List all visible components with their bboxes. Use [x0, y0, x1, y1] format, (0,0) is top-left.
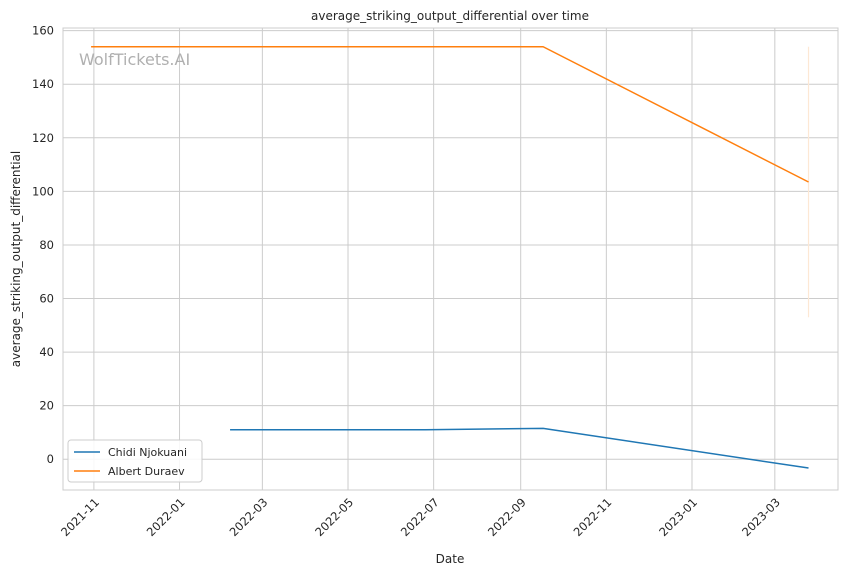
y-tick-label: 40 [39, 345, 54, 359]
y-tick-label: 20 [39, 399, 54, 413]
watermark-text: WolfTickets.AI [79, 50, 190, 69]
y-tick-label: 160 [32, 24, 54, 38]
x-tick-label: 2023-03 [739, 495, 783, 539]
y-tick-label: 100 [32, 184, 54, 198]
series-lines [91, 46, 809, 469]
x-tick-label: 2022-07 [398, 495, 442, 539]
x-tick-labels: 2021-11 2022-01 2022-03 2022-05 2022-07 2022-… [58, 495, 783, 539]
legend-label: Albert Duraev [108, 465, 185, 478]
x-tick-label: 2023-01 [656, 495, 700, 539]
grid-lines [63, 28, 838, 490]
y-tick-label: 140 [32, 77, 54, 91]
y-tick-label: 80 [39, 238, 54, 252]
legend-label: Chidi Njokuani [108, 446, 187, 459]
x-tick-label: 2022-01 [144, 495, 188, 539]
x-tick-label: 2022-09 [485, 495, 529, 539]
y-tick-labels: 0 20 40 60 80 100 120 140 160 [32, 24, 54, 467]
x-tick-label: 2022-11 [571, 495, 615, 539]
y-tick-label: 120 [32, 131, 54, 145]
plot-area-frame [62, 27, 839, 491]
y-tick-label: 60 [39, 292, 54, 306]
y-tick-label: 0 [47, 452, 54, 466]
series-line-albert-duraev [91, 46, 809, 183]
legend: Chidi Njokuani Albert Duraev [67, 439, 203, 483]
x-axis-title: Date [436, 552, 465, 566]
series-line-chidi-njokuani [230, 427, 809, 469]
x-tick-label: 2022-03 [227, 495, 271, 539]
legend-box [67, 439, 203, 483]
x-tick-label: 2021-11 [58, 495, 102, 539]
chart-title: average_striking_output_differential ove… [311, 9, 589, 23]
x-tick-label: 2022-05 [312, 495, 356, 539]
y-axis-title: average_striking_output_differential [9, 151, 23, 367]
